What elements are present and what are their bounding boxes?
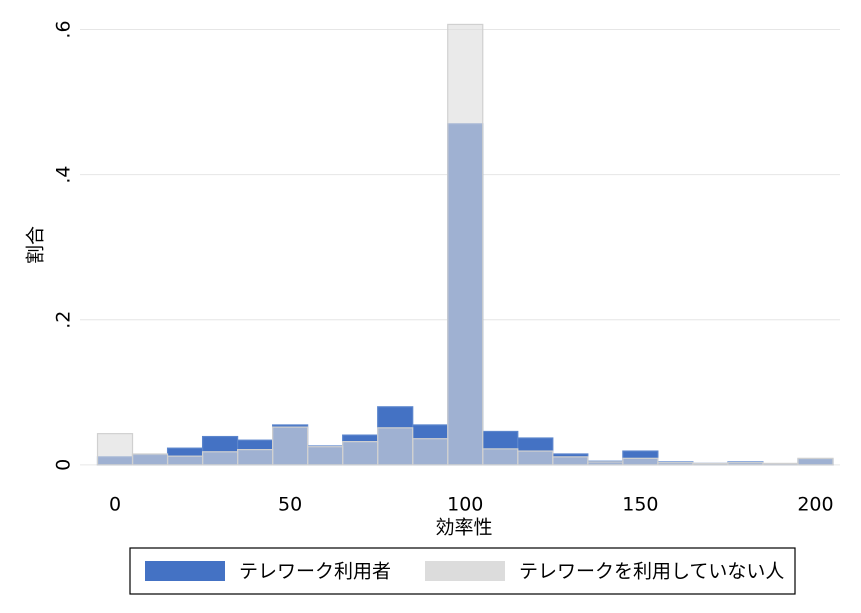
bar bbox=[727, 462, 764, 466]
bar bbox=[377, 427, 414, 466]
y-tick-label: .4 bbox=[53, 166, 75, 184]
y-tick-label: .6 bbox=[53, 20, 75, 38]
x-axis-label: 効率性 bbox=[435, 517, 492, 539]
legend-swatch bbox=[425, 561, 505, 581]
bar bbox=[237, 449, 274, 466]
bar bbox=[166, 455, 204, 466]
bar bbox=[762, 462, 799, 466]
bar bbox=[517, 450, 554, 466]
x-tick-label: 200 bbox=[797, 494, 833, 516]
bar bbox=[797, 457, 834, 466]
x-tick-label: 150 bbox=[622, 494, 658, 516]
legend-swatch bbox=[145, 561, 225, 581]
bar bbox=[482, 448, 519, 466]
bar bbox=[342, 441, 379, 466]
bar bbox=[412, 438, 449, 466]
bar bbox=[96, 433, 134, 466]
y-tick-label: .2 bbox=[53, 311, 75, 329]
bar bbox=[272, 426, 309, 466]
bar bbox=[657, 462, 694, 466]
x-tick-label: 0 bbox=[109, 494, 121, 516]
bar bbox=[587, 461, 624, 466]
bar bbox=[131, 453, 169, 466]
legend-label: テレワーク利用者 bbox=[239, 561, 391, 583]
x-tick-label: 100 bbox=[447, 494, 483, 516]
legend-label: テレワークを利用していない人 bbox=[519, 561, 784, 583]
x-tick-label: 50 bbox=[278, 494, 302, 516]
bar bbox=[692, 462, 729, 466]
y-axis-label: 割合 bbox=[25, 226, 47, 264]
y-tick-label: 0 bbox=[53, 459, 75, 471]
bar bbox=[307, 446, 344, 466]
bar bbox=[622, 457, 659, 466]
bar bbox=[201, 451, 239, 466]
bar bbox=[552, 456, 589, 466]
bar bbox=[447, 23, 484, 466]
